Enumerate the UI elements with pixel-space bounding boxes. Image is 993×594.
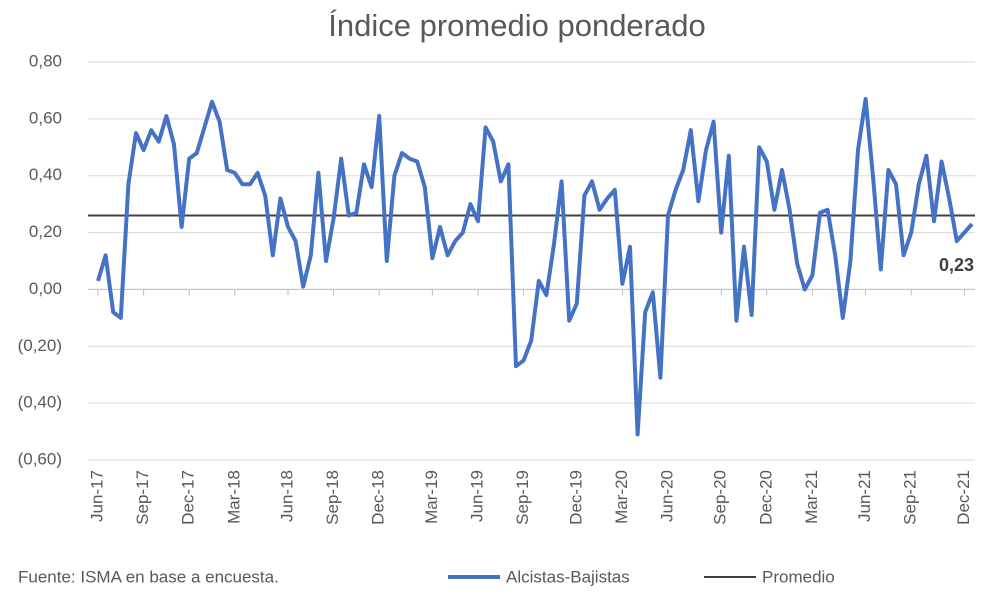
chart-title: Índice promedio ponderado	[328, 8, 705, 43]
x-tick-label: Sep-17	[133, 470, 152, 525]
y-tick-label: 0,80	[29, 51, 62, 70]
y-tick-label: 0,40	[29, 165, 62, 184]
x-tick-label: Mar-20	[612, 470, 631, 524]
y-tick-label: 0,60	[29, 108, 62, 127]
x-tick-label: Mar-18	[224, 470, 243, 524]
x-tick-label: Jun-20	[657, 470, 676, 522]
x-tick-label: Dec-17	[179, 470, 198, 525]
x-tick-label: Jun-18	[277, 470, 296, 522]
x-tick-label: Mar-21	[802, 470, 821, 524]
x-tick-label: Sep-21	[901, 470, 920, 525]
y-tick-label: (0,20)	[18, 336, 62, 355]
legend-label: Alcistas-Bajistas	[506, 567, 630, 586]
x-tick-label: Dec-19	[566, 470, 585, 525]
x-tick-label: Dec-20	[756, 470, 775, 525]
x-tick-label: Sep-20	[711, 470, 730, 525]
data-label: 0,23	[939, 255, 974, 275]
x-tick-label: Sep-19	[513, 470, 532, 525]
x-tick-label: Dec-21	[954, 470, 973, 525]
x-tick-label: Mar-19	[422, 470, 441, 524]
y-tick-label: (0,60)	[18, 449, 62, 468]
x-tick-label: Jun-21	[855, 470, 874, 522]
x-tick-label: Dec-18	[369, 470, 388, 525]
series-line	[96, 97, 974, 437]
x-tick-label: Sep-18	[323, 470, 342, 525]
y-tick-label: (0,40)	[18, 393, 62, 412]
legend-label: Promedio	[762, 567, 835, 586]
footnote: Fuente: ISMA en base a encuesta.	[18, 567, 279, 586]
y-tick-label: 0,20	[29, 222, 62, 241]
y-tick-label: 0,00	[29, 279, 62, 298]
x-tick-label: Jun-17	[87, 470, 106, 522]
x-tick-label: Jun-19	[467, 470, 486, 522]
